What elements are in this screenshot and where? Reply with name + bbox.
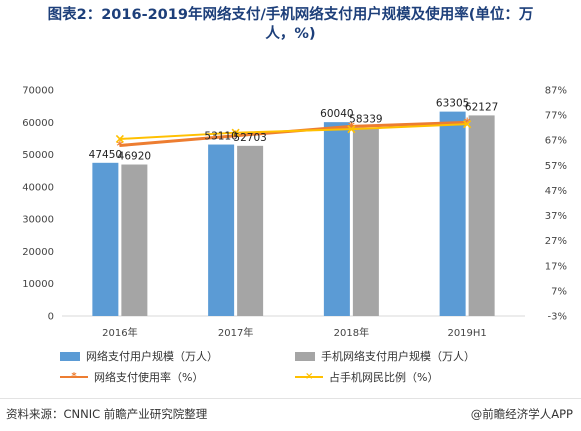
legend-label: 网络支付使用率（%） <box>94 371 204 384</box>
y-left-tick-label: 20000 <box>22 247 54 258</box>
bar <box>237 145 264 316</box>
y-left-tick-label: 40000 <box>22 182 54 193</box>
bar-data-label: 58339 <box>349 114 382 126</box>
bar <box>121 164 148 316</box>
chart-title-line2: 人，%) <box>265 26 316 42</box>
legend-item: 网络支付用户规模（万人） <box>60 348 218 364</box>
bar-data-label: 52703 <box>233 132 266 144</box>
legend-item: * 网络支付使用率（%） <box>60 369 203 385</box>
legend-label: 手机网络支付用户规模（万人） <box>321 350 475 363</box>
line-marker <box>463 120 472 129</box>
brand-text: @前瞻经济学人APP <box>470 407 573 421</box>
line-marker: * <box>348 120 355 135</box>
y-left-tick-label: 60000 <box>22 118 54 129</box>
legend-swatch <box>295 351 315 361</box>
bar <box>352 127 379 316</box>
y-right-tick-label: 37% <box>545 211 567 222</box>
y-left-tick-label: 50000 <box>22 150 54 161</box>
chart-title: 图表2：2016-2019年网络支付/手机网络支付用户规模及使用率(单位：万 人… <box>0 6 581 44</box>
y-right-tick-label: -3% <box>548 312 567 323</box>
bar-data-label: 60040 <box>320 108 353 120</box>
y-right-tick-label: 57% <box>545 161 567 172</box>
y-right-tick-label: 87% <box>545 86 567 97</box>
y-left-tick-label: 10000 <box>22 279 54 290</box>
bar <box>323 122 350 316</box>
combo-chart: 70000 60000 50000 40000 30000 20000 10000 0 87% 7… <box>22 86 567 340</box>
bar <box>468 115 495 316</box>
y-right-tick-label: 47% <box>545 186 567 197</box>
source-text: 资料来源：CNNIC 前瞻产业研究院整理 <box>6 407 208 421</box>
bar-data-label: 62127 <box>465 101 498 113</box>
line-marker: * <box>116 139 123 154</box>
y-right-tick-label: 27% <box>545 236 567 247</box>
legend-line-swatch: * <box>60 371 88 383</box>
y-right-tick-label: 67% <box>545 136 567 147</box>
series-line <box>119 123 468 140</box>
line-marker <box>115 134 124 144</box>
y-right-tick-label: 77% <box>545 111 567 122</box>
line-marker: * <box>232 130 239 145</box>
bar <box>439 111 466 316</box>
line-marker <box>347 125 356 134</box>
footer: 资料来源：CNNIC 前瞻产业研究院整理 @前瞻经济学人APP <box>0 398 581 427</box>
bar-data-label: 53110 <box>204 131 237 143</box>
x-tick-label: 2018年 <box>334 326 369 339</box>
chart-title-line1: 图表2：2016-2019年网络支付/手机网络支付用户规模及使用率(单位：万 <box>47 7 534 23</box>
legend-item: 手机网络支付用户规模（万人） <box>295 348 475 364</box>
x-tick-label: 2017年 <box>218 326 253 339</box>
y-right-tick-label: 7% <box>551 286 567 297</box>
legend-swatch <box>60 351 80 361</box>
y-right-tick-label: 17% <box>545 261 567 272</box>
line-marker <box>231 128 240 137</box>
bar-data-label: 47450 <box>89 149 122 161</box>
legend-line-swatch: × <box>295 371 323 383</box>
bar <box>92 162 119 316</box>
bar-data-label: 46920 <box>118 151 151 163</box>
x-tick-label: 2019H1 <box>447 328 486 339</box>
y-left-tick-label: 70000 <box>22 86 54 97</box>
legend-label: 占手机网民比例（%） <box>329 371 439 384</box>
bar <box>208 144 235 316</box>
legend-label: 网络支付用户规模（万人） <box>86 350 218 363</box>
y-left-tick-label: 0 <box>48 312 54 323</box>
bar-data-label: 63305 <box>436 98 469 110</box>
y-left-tick-label: 30000 <box>22 215 54 226</box>
legend-item: × 占手机网民比例（%） <box>295 369 438 385</box>
x-tick-label: 2016年 <box>102 326 137 339</box>
